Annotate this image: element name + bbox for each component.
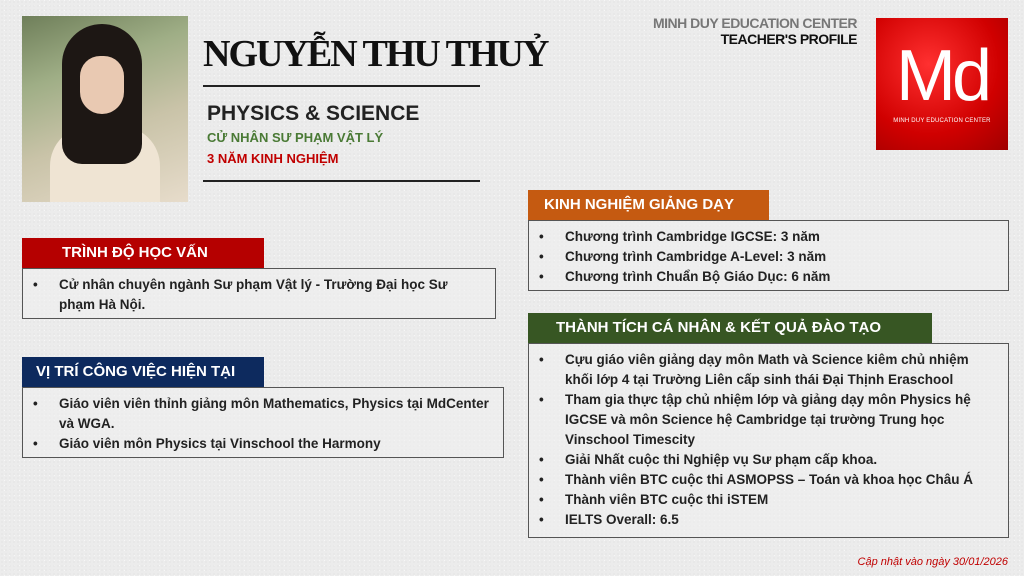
list-item: Tham gia thực tập chủ nhiệm lớp và giảng… — [537, 390, 998, 450]
teacher-photo — [22, 16, 188, 202]
updated-date: Cập nhật vào ngày 30/01/2026 — [857, 556, 1008, 568]
current-position-box: Giáo viên viên thỉnh giảng môn Mathemati… — [22, 387, 504, 458]
teaching-experience-box: Chương trình Cambridge IGCSE: 3 nămChươn… — [528, 220, 1009, 291]
education-box: Cử nhân chuyên ngành Sư phạm Vật lý - Tr… — [22, 268, 496, 319]
subject: PHYSICS & SCIENCE — [207, 102, 420, 125]
list-item: Chương trình Cambridge IGCSE: 3 năm — [537, 227, 998, 247]
teaching-experience-header: KINH NGHIỆM GIẢNG DẠY — [528, 190, 769, 220]
divider — [203, 85, 480, 87]
degree: CỬ NHÂN SƯ PHẠM VẬT LÝ — [207, 130, 384, 145]
divider — [203, 180, 480, 182]
list-item: Giáo viên môn Physics tại Vinschool the … — [31, 434, 493, 454]
teacher-name: NGUYỄN THU THUỶ — [203, 33, 549, 75]
md-logo: Md MINH DUY EDUCATION CENTER — [876, 18, 1008, 150]
list-item: Cử nhân chuyên ngành Sư phạm Vật lý - Tr… — [31, 275, 485, 315]
achievements-box: Cựu giáo viên giảng dạy môn Math và Scie… — [528, 343, 1009, 538]
list-item: Giải Nhất cuộc thi Nghiệp vụ Sư phạm cấp… — [537, 450, 998, 470]
organization-name: MINH DUY EDUCATION CENTER — [653, 15, 858, 31]
list-item: Chương trình Chuẩn Bộ Giáo Dục: 6 năm — [537, 267, 998, 287]
achievements-header: THÀNH TÍCH CÁ NHÂN & KẾT QUẢ ĐÀO TẠO — [528, 313, 932, 343]
experience-years: 3 NĂM KINH NGHIỆM — [207, 151, 339, 166]
list-item: IELTS Overall: 6.5 — [537, 510, 998, 530]
list-item: Thành viên BTC cuộc thi ASMOPSS – Toán v… — [537, 470, 998, 490]
current-position-header: VỊ TRÍ CÔNG VIỆC HIỆN TẠI — [22, 357, 264, 387]
page-title: TEACHER'S PROFILE — [720, 31, 858, 47]
list-item: Cựu giáo viên giảng dạy môn Math và Scie… — [537, 350, 998, 390]
list-item: Giáo viên viên thỉnh giảng môn Mathemati… — [31, 394, 493, 434]
list-item: Chương trình Cambridge A-Level: 3 năm — [537, 247, 998, 267]
education-header: TRÌNH ĐỘ HỌC VẤN — [22, 238, 264, 268]
list-item: Thành viên BTC cuộc thi iSTEM — [537, 490, 998, 510]
